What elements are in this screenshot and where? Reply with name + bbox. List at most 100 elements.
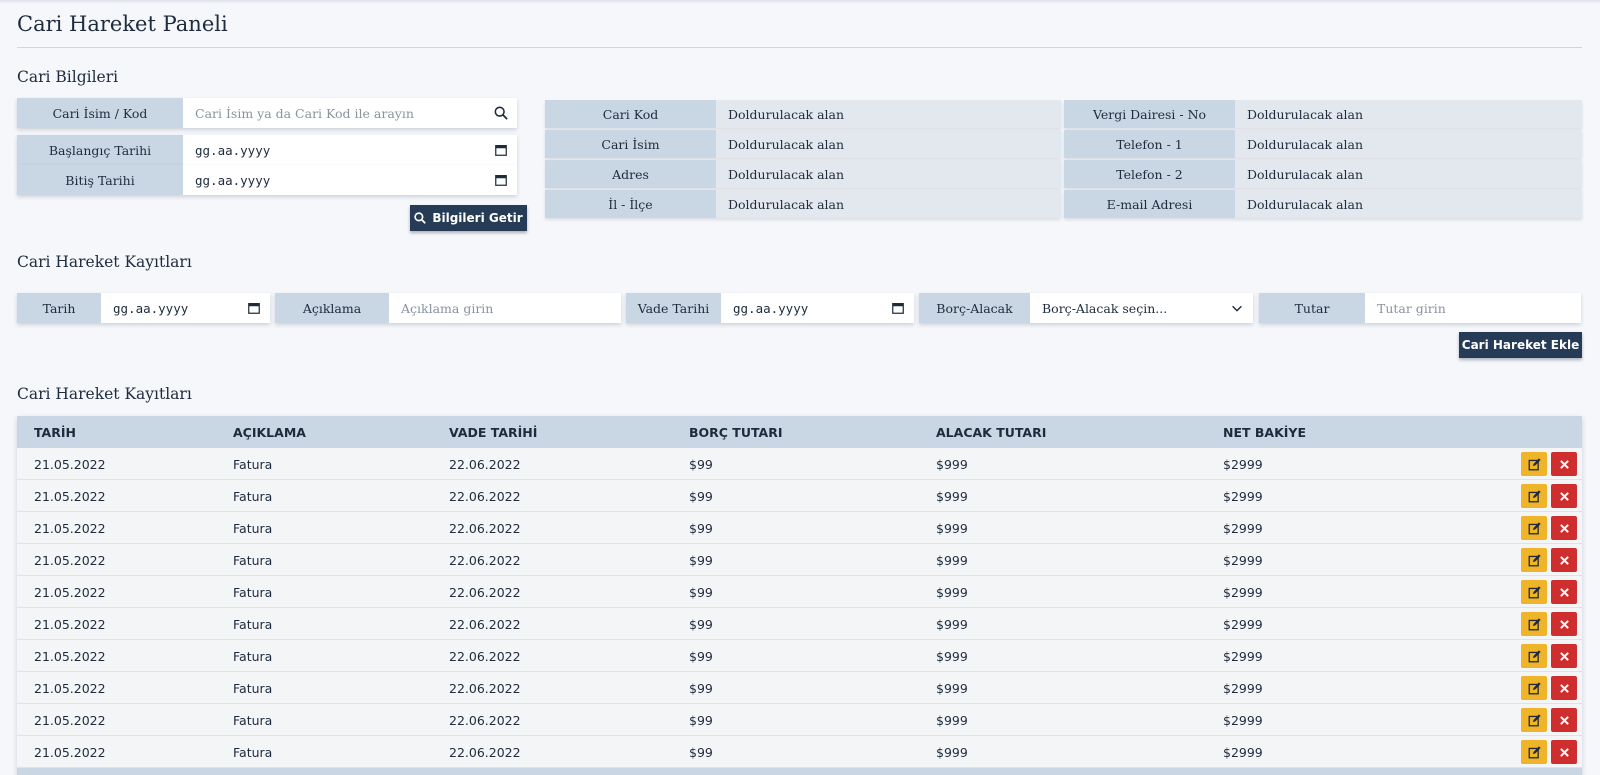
cell-credit: $999 (936, 489, 968, 504)
cell-debit: $99 (689, 489, 713, 504)
cell-debit: $99 (689, 713, 713, 728)
cari-detail-row: Cari İsim Doldurulacak alan (545, 130, 1061, 158)
cell-net-balance: $2999 (1223, 617, 1263, 632)
edit-button[interactable] (1521, 612, 1547, 636)
search-label: Cari İsim / Kod (17, 98, 183, 128)
end-date-input[interactable]: gg.aa.yyyy (195, 172, 271, 188)
edit-icon (1528, 585, 1541, 598)
start-date-field: Başlangıç Tarihi gg.aa.yyyy (17, 135, 517, 165)
edit-icon (1528, 617, 1541, 630)
cari-detail-value: Doldurulacak alan (716, 190, 1061, 218)
chevron-down-icon[interactable] (1230, 301, 1244, 315)
cari-detail-row: Telefon - 2 Doldurulacak alan (1064, 160, 1582, 188)
edit-icon (1528, 681, 1541, 694)
cari-detail-key: Telefon - 1 (1064, 130, 1235, 158)
cari-detail-value: Doldurulacak alan (1235, 100, 1582, 128)
delete-button[interactable] (1551, 452, 1577, 476)
cell-net-balance: $2999 (1223, 585, 1263, 600)
entry-description-input[interactable]: Açıklama girin (401, 300, 494, 316)
calendar-icon[interactable] (891, 301, 905, 315)
delete-button[interactable] (1551, 676, 1577, 700)
entry-due-date-input[interactable]: gg.aa.yyyy (733, 300, 809, 316)
close-icon (1559, 491, 1569, 501)
cell-debit: $99 (689, 617, 713, 632)
edit-button[interactable] (1521, 676, 1547, 700)
edit-button[interactable] (1521, 516, 1547, 540)
delete-button[interactable] (1551, 644, 1577, 668)
close-icon (1559, 715, 1569, 725)
fetch-info-button[interactable]: Bilgileri Getir (410, 205, 527, 231)
close-icon (1559, 459, 1569, 469)
search-field: Cari İsim / Kod Cari İsim ya da Cari Kod… (17, 98, 517, 128)
cell-date: 21.05.2022 (34, 649, 106, 664)
cell-date: 21.05.2022 (34, 457, 106, 472)
cell-date: 21.05.2022 (34, 553, 106, 568)
edit-icon (1528, 521, 1541, 534)
edit-button[interactable] (1521, 548, 1547, 572)
edit-button[interactable] (1521, 484, 1547, 508)
delete-button[interactable] (1551, 548, 1577, 572)
cell-debit: $99 (689, 649, 713, 664)
cell-due-date: 22.06.2022 (449, 553, 521, 568)
delete-button[interactable] (1551, 484, 1577, 508)
table-row: 21.05.2022 Fatura 22.06.2022 $99 $999 $2999 (17, 672, 1582, 704)
cell-due-date: 22.06.2022 (449, 649, 521, 664)
cari-detail-row: İl - İlçe Doldurulacak alan (545, 190, 1061, 218)
table-footer (17, 768, 1582, 775)
cari-detail-row: Vergi Dairesi - No Doldurulacak alan (1064, 100, 1582, 128)
add-entry-button[interactable]: Cari Hareket Ekle (1459, 332, 1582, 358)
calendar-icon[interactable] (494, 143, 508, 157)
entry-due-date-field: Vade Tarihi gg.aa.yyyy (626, 293, 914, 323)
cell-credit: $999 (936, 649, 968, 664)
delete-button[interactable] (1551, 708, 1577, 732)
edit-button[interactable] (1521, 740, 1547, 764)
search-icon[interactable] (494, 106, 508, 120)
delete-button[interactable] (1551, 740, 1577, 764)
entry-date-input[interactable]: gg.aa.yyyy (113, 300, 189, 316)
delete-button[interactable] (1551, 516, 1577, 540)
cell-debit: $99 (689, 681, 713, 696)
entry-amount-input[interactable]: Tutar girin (1377, 300, 1446, 316)
delete-button[interactable] (1551, 580, 1577, 604)
close-icon (1559, 651, 1569, 661)
edit-button[interactable] (1521, 452, 1547, 476)
calendar-icon[interactable] (247, 301, 261, 315)
cari-detail-key: Vergi Dairesi - No (1064, 100, 1235, 128)
cell-description: Fatura (233, 649, 273, 664)
cell-credit: $999 (936, 681, 968, 696)
cell-due-date: 22.06.2022 (449, 489, 521, 504)
section-title-records: Cari Hareket Kayıtları (17, 385, 192, 403)
cell-debit: $99 (689, 553, 713, 568)
column-header-debit: BORÇ TUTARI (689, 425, 783, 440)
section-title-cari-bilgileri: Cari Bilgileri (17, 68, 119, 86)
cell-description: Fatura (233, 617, 273, 632)
cell-net-balance: $2999 (1223, 457, 1263, 472)
search-input[interactable]: Cari İsim ya da Cari Kod ile arayın (195, 105, 414, 121)
table-row: 21.05.2022 Fatura 22.06.2022 $99 $999 $2999 (17, 512, 1582, 544)
entry-amount-field: Tutar Tutar girin (1259, 293, 1581, 323)
calendar-icon[interactable] (494, 173, 508, 187)
cell-debit: $99 (689, 521, 713, 536)
start-date-input[interactable]: gg.aa.yyyy (195, 142, 271, 158)
cell-date: 21.05.2022 (34, 745, 106, 760)
cell-credit: $999 (936, 553, 968, 568)
cari-detail-key: E-mail Adresi (1064, 190, 1235, 218)
entry-debit-credit-select[interactable]: Borç-Alacak seçin... (1042, 300, 1168, 316)
edit-button[interactable] (1521, 580, 1547, 604)
top-shade (0, 0, 1600, 4)
edit-icon (1528, 745, 1541, 758)
cell-description: Fatura (233, 585, 273, 600)
column-header-net-balance: NET BAKİYE (1223, 425, 1307, 440)
page-title: Cari Hareket Paneli (17, 12, 228, 36)
table-header: TARİH AÇIKLAMA VADE TARİHİ BORÇ TUTARI A… (17, 416, 1582, 448)
section-title-entry: Cari Hareket Kayıtları (17, 253, 192, 271)
table-row: 21.05.2022 Fatura 22.06.2022 $99 $999 $2999 (17, 608, 1582, 640)
cari-detail-row: Adres Doldurulacak alan (545, 160, 1061, 188)
column-header-date: TARİH (34, 425, 76, 440)
edit-button[interactable] (1521, 644, 1547, 668)
start-date-label: Başlangıç Tarihi (17, 135, 183, 165)
cell-net-balance: $2999 (1223, 489, 1263, 504)
edit-button[interactable] (1521, 708, 1547, 732)
cell-description: Fatura (233, 745, 273, 760)
delete-button[interactable] (1551, 612, 1577, 636)
